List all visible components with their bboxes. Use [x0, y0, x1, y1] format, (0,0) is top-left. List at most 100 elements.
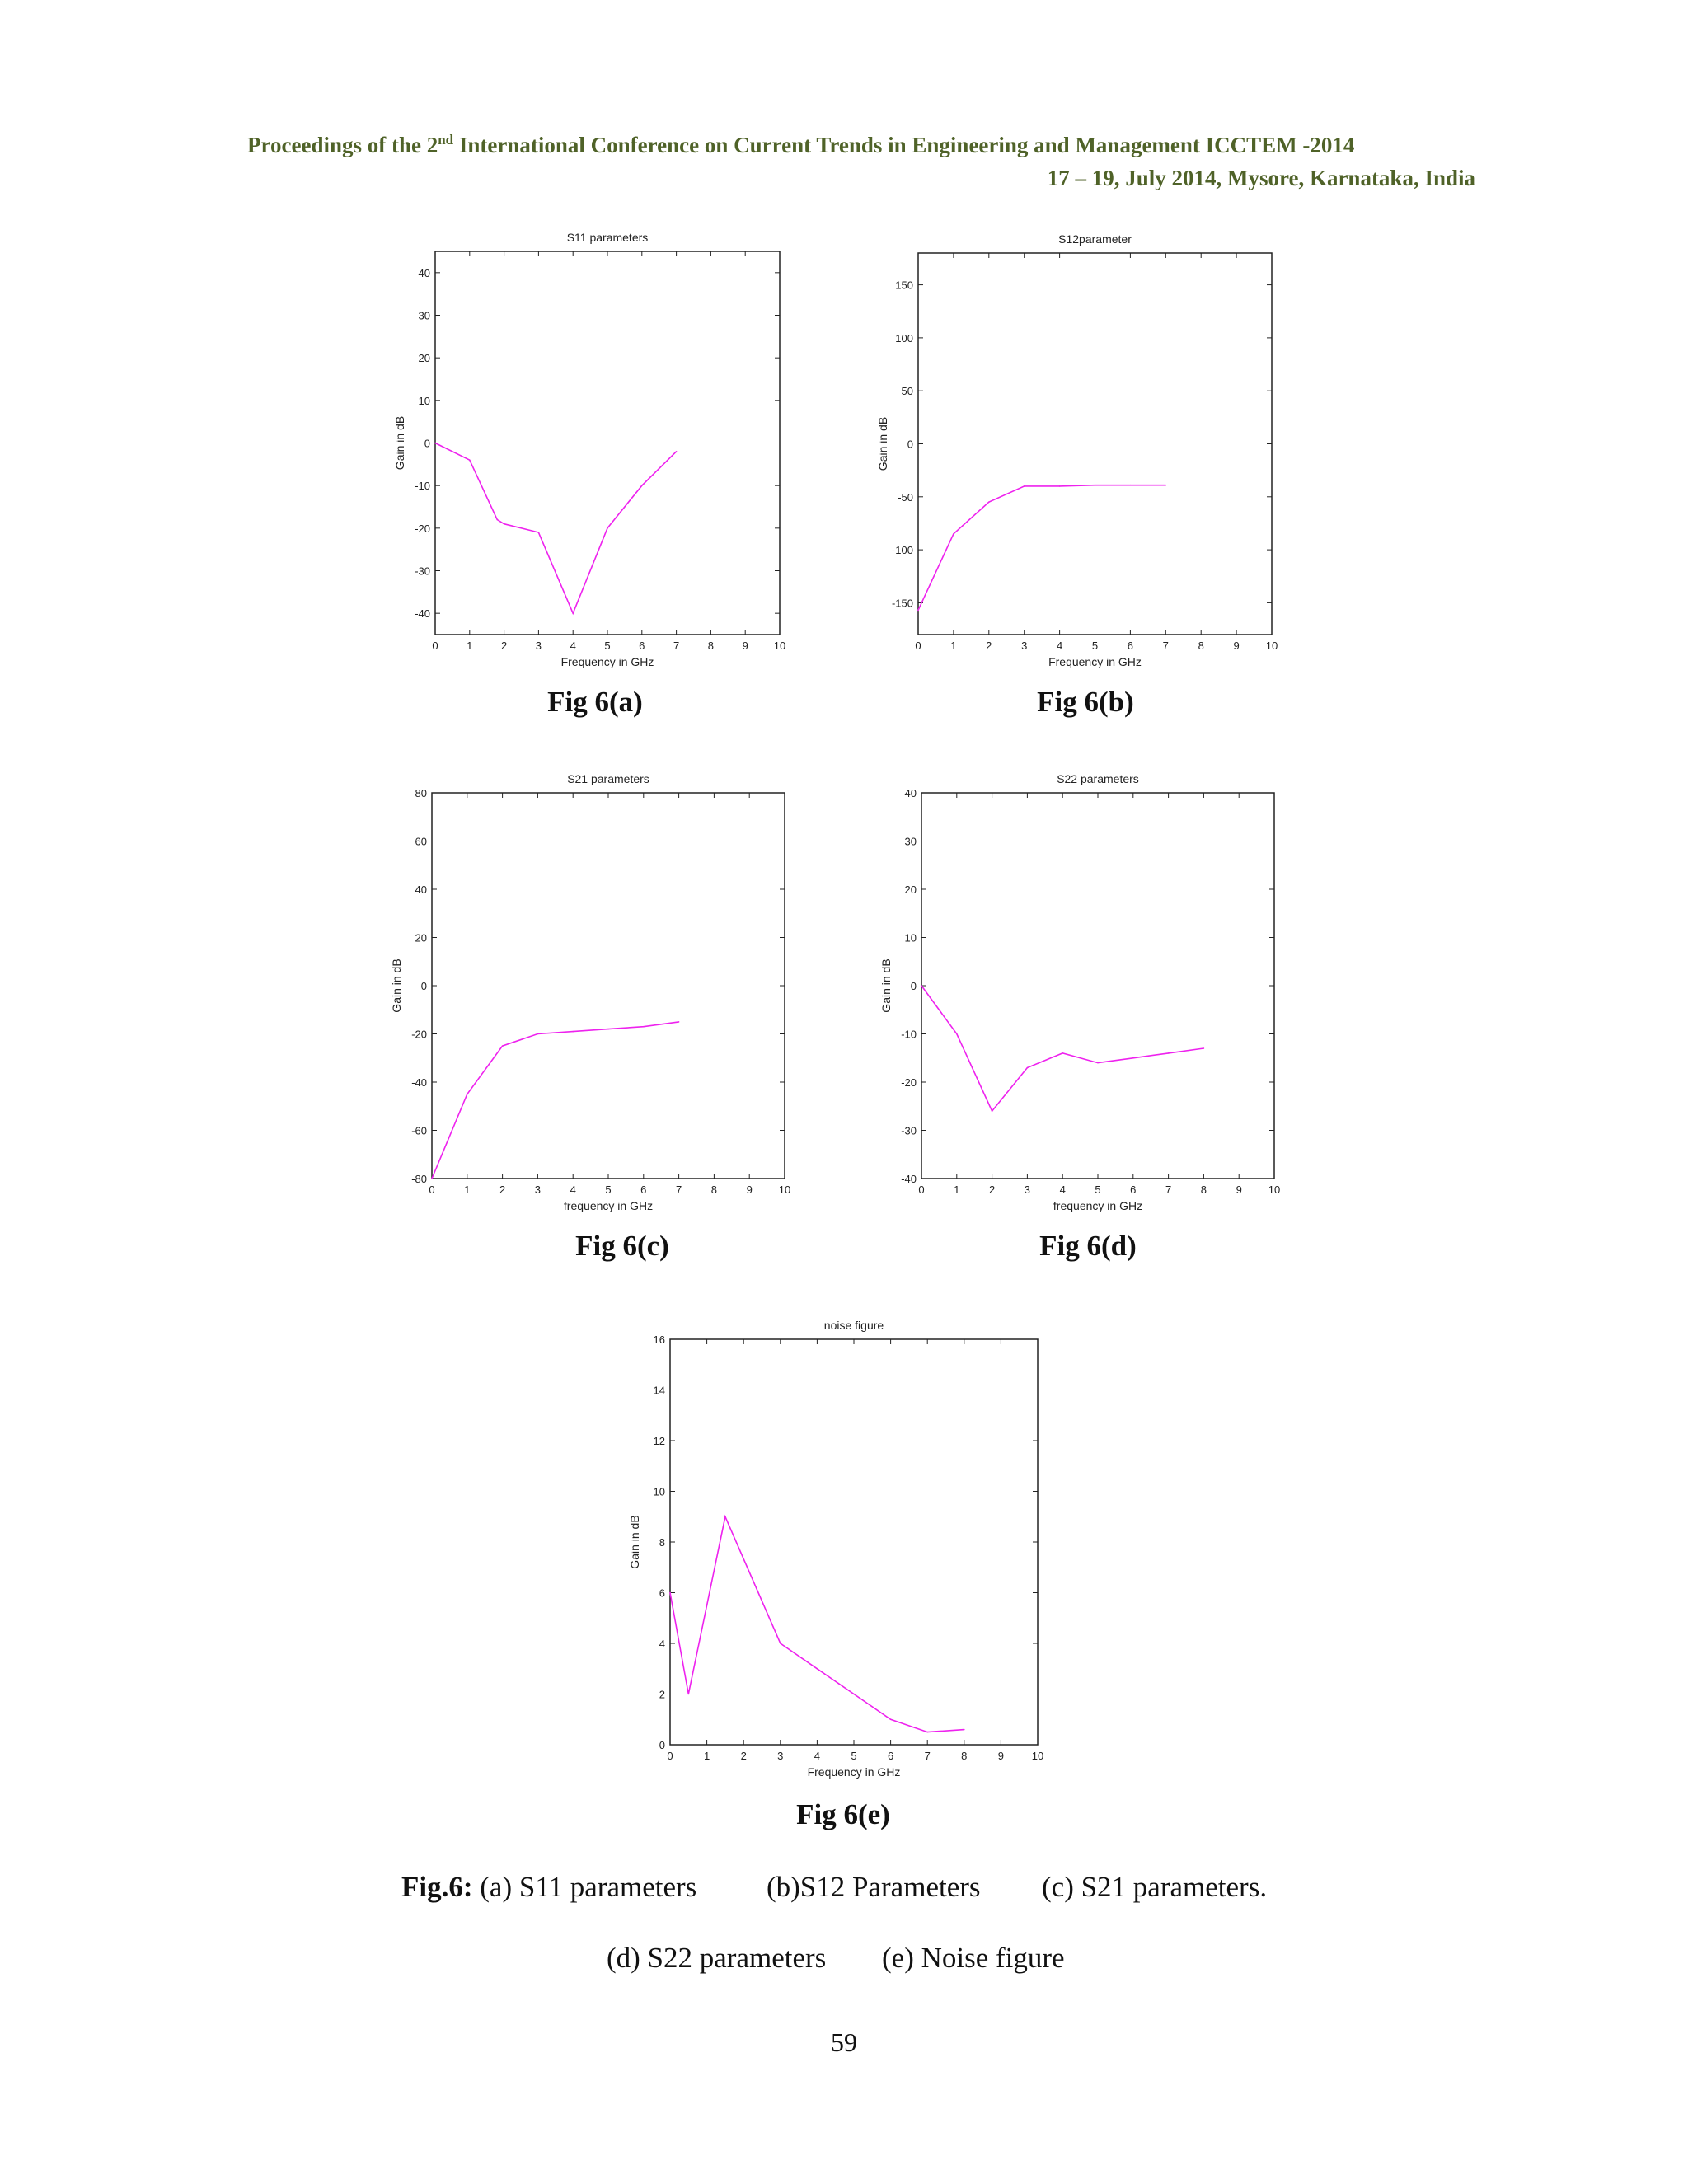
x-tick-label: 5: [1095, 1183, 1100, 1196]
caption-c: (c) S21 parameters.: [1042, 1871, 1268, 1903]
y-tick-label: 30: [905, 836, 917, 848]
chart-title: S22 parameters: [1057, 772, 1139, 785]
x-tick-label: 10: [774, 640, 785, 652]
data-point: [678, 1021, 680, 1023]
y-tick-label: 80: [415, 787, 427, 799]
caption-d: (d) S22 parameters: [607, 1942, 827, 1974]
data-point: [503, 523, 505, 525]
x-tick-label: 3: [536, 640, 542, 652]
caption-fig-label: Fig.6:: [401, 1871, 473, 1903]
y-tick-label: -60: [411, 1125, 427, 1137]
data-point: [469, 459, 471, 461]
y-tick-label: -100: [892, 544, 913, 556]
x-tick-label: 9: [1236, 1183, 1242, 1196]
data-point: [1094, 484, 1096, 486]
data-point: [431, 1178, 433, 1179]
data-point: [1062, 1052, 1063, 1054]
y-axis-label: Gain in dB: [876, 417, 889, 471]
y-tick-label: -30: [415, 565, 430, 578]
data-point: [1026, 1066, 1029, 1069]
y-tick-label: -150: [892, 597, 913, 609]
y-tick-label: 0: [911, 980, 917, 992]
x-tick-label: 6: [639, 640, 645, 652]
x-tick-label: 8: [1201, 1183, 1207, 1196]
y-tick-label: -40: [901, 1173, 917, 1185]
x-tick-label: 5: [1092, 640, 1098, 652]
x-tick-label: 10: [1266, 640, 1278, 652]
x-tick-label: 1: [467, 640, 472, 652]
x-tick-label: 2: [499, 1183, 505, 1196]
data-point: [964, 1728, 965, 1731]
x-tick-label: 2: [989, 1183, 995, 1196]
y-tick-label: 14: [654, 1385, 665, 1397]
data-point: [675, 451, 678, 452]
data-point: [1167, 1052, 1170, 1054]
y-tick-label: 2: [659, 1689, 665, 1701]
data-point: [921, 985, 922, 987]
x-tick-label: 9: [743, 640, 748, 652]
axes-frame: [434, 251, 781, 635]
data-point: [572, 612, 574, 614]
y-tick-label: 150: [895, 279, 913, 292]
x-tick-label: 3: [1021, 640, 1027, 652]
data-point: [607, 1028, 609, 1030]
x-tick-label: 8: [961, 1750, 967, 1762]
x-tick-label: 0: [432, 640, 438, 652]
data-point: [501, 1045, 504, 1047]
x-tick-label: 9: [1233, 640, 1239, 652]
chart-title: S21 parameters: [567, 772, 649, 785]
x-tick-label: 1: [954, 1183, 959, 1196]
data-point: [1203, 1047, 1205, 1049]
x-tick-label: 7: [676, 1183, 682, 1196]
x-tick-label: 5: [605, 1183, 611, 1196]
y-tick-label: 12: [654, 1435, 665, 1447]
data-point: [780, 1643, 781, 1644]
y-tick-label: -20: [411, 1029, 427, 1041]
y-tick-label: 8: [659, 1536, 665, 1549]
data-point: [1023, 485, 1025, 487]
x-tick-label: 6: [640, 1183, 646, 1196]
y-tick-label: -30: [901, 1125, 917, 1137]
header-suffix: International Conference on Current Tren…: [453, 133, 1355, 157]
y-tick-label: -10: [415, 480, 430, 492]
data-point: [467, 1093, 468, 1095]
x-tick-label: 5: [851, 1750, 856, 1762]
data-point: [607, 527, 608, 529]
x-axis-label: Frequency in GHz: [808, 1765, 901, 1779]
x-tick-label: 8: [1198, 640, 1204, 652]
y-tick-label: 50: [902, 385, 913, 397]
data-point: [988, 501, 990, 504]
s22-chart: 0 1 2 3 4 5 6 7 8 9 10 -40 -30 -20 -10 0 10 20 30 40 S22 par…: [879, 772, 1280, 1212]
data-point: [537, 532, 540, 533]
y-tick-label: -80: [411, 1173, 427, 1185]
data-point: [641, 485, 643, 486]
x-tick-label: 2: [986, 640, 992, 652]
plot-area: 0 1 2 3 4 5 6 7 8 9 10 -80 -60 -40 -20 0 20 40 60 80 S21 par…: [390, 772, 790, 1212]
y-tick-label: 0: [659, 1739, 665, 1751]
y-tick-label: 10: [905, 932, 917, 944]
y-tick-label: 0: [424, 438, 430, 450]
y-tick-label: 20: [905, 883, 917, 896]
running-header: Proceedings of the 2nd International Con…: [247, 124, 1475, 194]
y-tick-label: 60: [415, 836, 427, 848]
x-tick-label: 2: [741, 1750, 747, 1762]
x-tick-label: 10: [1032, 1750, 1043, 1762]
x-tick-label: 3: [1025, 1183, 1030, 1196]
s11-chart: 0 1 2 3 4 5 6 7 8 9 10 -40 -30 -20 -10 0 10 20 30 40 S11 par…: [393, 231, 785, 668]
header-prefix: Proceedings of the 2: [247, 133, 438, 157]
chart-title: S11 parameters: [567, 231, 649, 244]
y-axis-label: Gain in dB: [390, 958, 403, 1012]
data-point: [687, 1693, 690, 1695]
fig-6e-label: Fig 6(e): [796, 1798, 890, 1830]
x-tick-label: 7: [1165, 1183, 1171, 1196]
y-tick-label: -40: [415, 607, 430, 620]
data-point: [1165, 484, 1167, 486]
x-tick-label: 1: [704, 1750, 710, 1762]
data-point: [724, 1516, 726, 1518]
fig-6b-label: Fig 6(b): [1037, 686, 1134, 718]
plot-area: 0 1 2 3 4 5 6 7 8 9 10 -40 -30 -20 -10 0 10 20 30 40 S11 par…: [393, 231, 785, 668]
x-tick-label: 1: [950, 640, 956, 652]
x-tick-label: 2: [501, 640, 507, 652]
x-tick-label: 4: [1060, 1183, 1066, 1196]
x-tick-label: 0: [667, 1750, 673, 1762]
